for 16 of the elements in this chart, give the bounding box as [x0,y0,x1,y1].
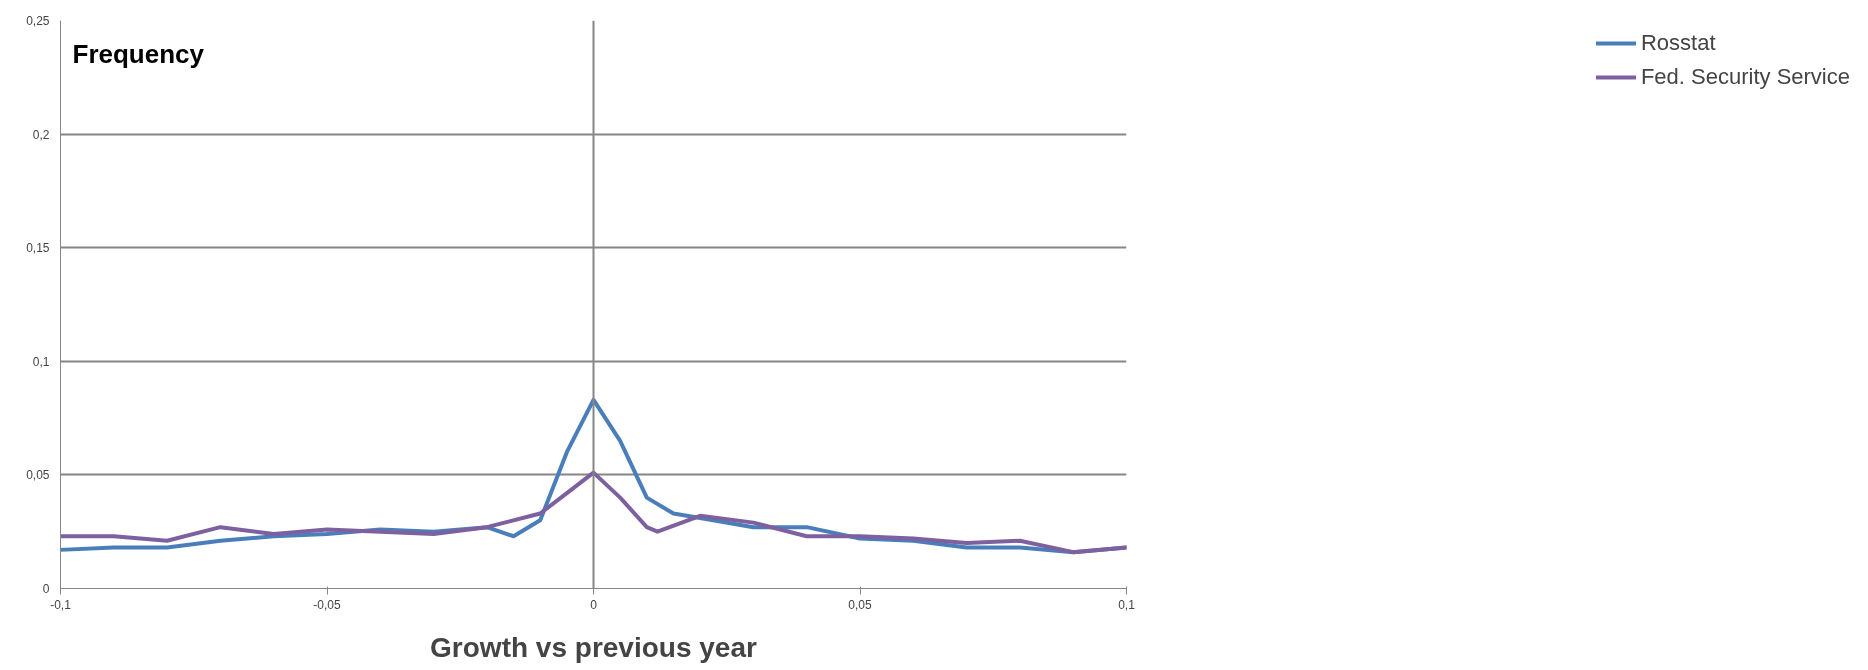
y-tick-label: 0,05 [26,468,50,483]
x-tick-label: -0,1 [50,597,72,612]
x-tick-label: 0 [590,597,598,612]
x-tick-label: -0,05 [313,597,341,612]
legend-label: Rosstat [1640,30,1716,56]
y-tick-label: 0,25 [26,14,50,28]
y-tick-label: 0,1 [32,354,50,369]
y-tick-label: 0,15 [26,241,50,256]
legend-label: Fed. Security Service [1640,64,1850,90]
x-tick-label: 0,05 [848,597,872,612]
y-tick-label: 0 [42,582,50,596]
x-axis-title: Growth vs previous year [430,631,757,663]
y-tick-label: 0,2 [32,127,50,142]
x-tick-label: 0,1 [1118,597,1136,612]
line-series [60,470,1127,555]
y-axis-title: Frequency [72,38,205,69]
